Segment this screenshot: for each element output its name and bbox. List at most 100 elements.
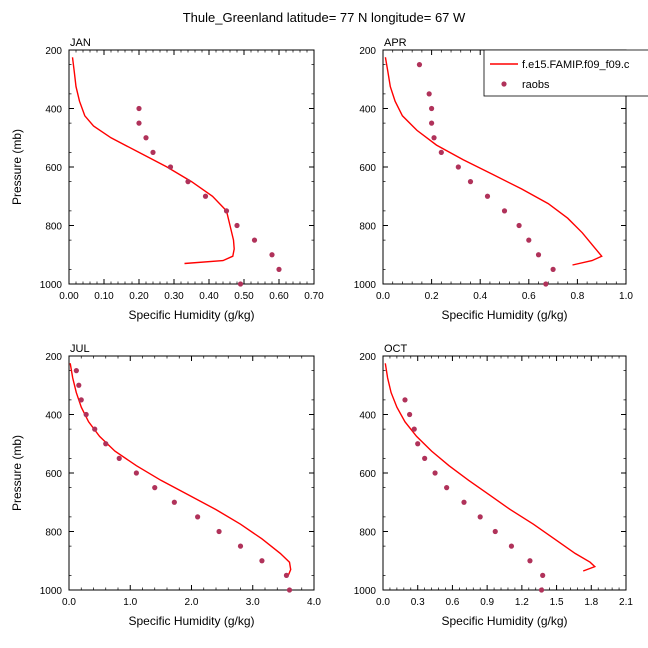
y-tick-label: 1000 (40, 280, 63, 291)
raobs-point (136, 120, 142, 126)
raobs-point (455, 164, 461, 170)
raobs-point (195, 514, 201, 520)
x-tick-label: 1.8 (584, 597, 598, 608)
raobs-point (83, 411, 89, 418)
y-axis-title: Pressure (mb) (10, 129, 24, 205)
x-axis-title: Specific Humidity (g/kg) (441, 308, 567, 322)
legend-box (483, 49, 648, 97)
legend-obs-label: raobs (522, 79, 550, 91)
x-axis-title: Specific Humidity (g/kg) (441, 614, 567, 628)
y-tick-label: 1000 (354, 280, 377, 291)
legend-model-label: f.e15.FAMIP.f09_f09.c (522, 59, 630, 71)
raobs-point (402, 397, 408, 403)
x-tick-label: 0.0 (62, 597, 76, 608)
x-tick-label: 0.20 (129, 291, 149, 302)
y-tick-label: 600 (359, 469, 376, 480)
panel-oct: OCT 0.0 0.3 0.6 0.9 1.2 1.5 1.8 2.1 200 400 600 800 1… (354, 343, 634, 628)
raobs-point (103, 441, 109, 447)
panel-title: JAN (70, 37, 91, 49)
raobs-point (237, 281, 244, 287)
y-tick-label: 400 (359, 411, 376, 422)
x-tick-label: 0.6 (522, 291, 536, 302)
raobs-point (484, 193, 491, 199)
raobs-point (143, 135, 149, 141)
raobs-point (477, 514, 483, 520)
raobs-point (416, 62, 423, 68)
y-axis-title: Pressure (mb) (10, 435, 24, 511)
x-tick-label: 0.2 (425, 291, 439, 302)
raobs-point (234, 222, 240, 229)
raobs-point (259, 558, 265, 564)
raobs-point (550, 266, 556, 272)
raobs-point (429, 105, 435, 112)
x-axis-title: Specific Humidity (g/kg) (128, 308, 254, 322)
raobs-point (167, 164, 174, 170)
y-tick-label: 800 (45, 528, 62, 539)
raobs-point (538, 587, 545, 593)
y-tick-label: 600 (359, 163, 376, 174)
x-tick-label: 3.0 (246, 597, 260, 608)
raobs-point (276, 266, 282, 272)
raobs-point (444, 485, 450, 491)
x-tick-label: 0.70 (304, 291, 324, 302)
y-tick-label: 800 (45, 222, 62, 233)
x-tick-label: 0.40 (199, 291, 219, 302)
raobs-point (438, 149, 444, 155)
plot-frame (382, 355, 627, 591)
raobs-point (216, 528, 222, 535)
raobs-point (223, 208, 230, 214)
raobs-point (467, 179, 474, 185)
x-tick-label: 0.00 (59, 291, 79, 302)
raobs-point (527, 558, 533, 564)
x-tick-label: 2.1 (619, 597, 633, 608)
model-profile-line (71, 57, 235, 265)
raobs-point (73, 368, 79, 374)
raobs-point (508, 543, 515, 549)
raobs-point (516, 222, 522, 229)
x-tick-label: 0.0 (376, 291, 390, 302)
model-profile-line (384, 57, 603, 266)
x-tick-label: 0.8 (570, 291, 584, 302)
raobs-point (411, 426, 417, 432)
raobs-point (92, 426, 98, 432)
raobs-point (171, 499, 177, 505)
y-tick-label: 200 (359, 352, 376, 363)
model-profile-line (69, 363, 292, 576)
raobs-point (76, 382, 82, 388)
raobs-point (152, 485, 158, 491)
raobs-point (185, 179, 191, 185)
y-tick-label: 200 (359, 46, 376, 57)
panels: JAN 0.00 0.10 0.20 0.30 0.40 0.50 0.60 0.70 200 40… (10, 37, 633, 628)
figure-title: Thule_Greenland latitude= 77 N longitude… (183, 10, 466, 25)
y-tick-label: 200 (45, 46, 62, 57)
y-tick-label: 800 (359, 222, 376, 233)
x-tick-label: 0.10 (94, 291, 114, 302)
x-tick-label: 1.0 (619, 291, 633, 302)
raobs-point (136, 105, 142, 112)
panel-title: APR (384, 37, 407, 49)
y-tick-label: 400 (45, 411, 62, 422)
raobs-point (283, 572, 290, 578)
raobs-point (415, 441, 421, 447)
raobs-point (237, 543, 244, 549)
raobs-point (269, 252, 275, 258)
raobs-point (492, 528, 498, 535)
x-tick-label: 0.50 (234, 291, 254, 302)
x-tick-label: 0.4 (473, 291, 487, 302)
x-tick-label: 1.5 (550, 597, 564, 608)
raobs-point (422, 455, 428, 461)
y-tick-label: 600 (45, 163, 62, 174)
x-tick-label: 0.3 (411, 597, 425, 608)
raobs-point (407, 411, 413, 418)
x-tick-label: 4.0 (307, 597, 321, 608)
legend-obs-marker (501, 81, 507, 87)
x-tick-label: 1.2 (515, 597, 529, 608)
raobs-point (202, 193, 209, 199)
x-tick-label: 0.30 (164, 291, 184, 302)
raobs-point (461, 499, 467, 505)
y-tick-label: 400 (359, 105, 376, 116)
raobs-point (501, 208, 508, 214)
x-tick-label: 0.6 (445, 597, 459, 608)
plot-frame (68, 355, 315, 591)
y-tick-label: 1000 (40, 586, 63, 597)
